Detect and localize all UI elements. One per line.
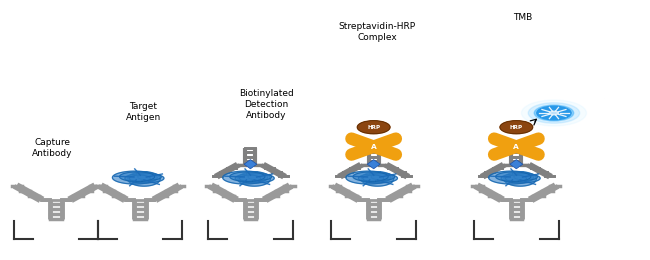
Polygon shape <box>120 172 155 181</box>
Text: A: A <box>370 144 376 150</box>
Polygon shape <box>367 160 380 169</box>
Text: TMB: TMB <box>514 13 532 22</box>
Polygon shape <box>223 171 268 184</box>
Polygon shape <box>489 171 534 184</box>
Polygon shape <box>496 172 531 181</box>
Circle shape <box>521 100 586 126</box>
Text: Target
Antigen: Target Antigen <box>125 102 161 122</box>
Polygon shape <box>230 172 265 181</box>
Polygon shape <box>128 172 160 186</box>
Polygon shape <box>129 175 150 182</box>
Text: A: A <box>514 144 519 150</box>
Polygon shape <box>358 173 397 183</box>
Polygon shape <box>238 172 270 186</box>
Polygon shape <box>501 173 540 183</box>
Polygon shape <box>125 173 164 183</box>
Polygon shape <box>514 174 538 180</box>
Circle shape <box>358 121 390 134</box>
Circle shape <box>528 103 580 123</box>
Text: Biotinylated
Detection
Antibody: Biotinylated Detection Antibody <box>239 89 294 120</box>
Polygon shape <box>504 172 536 186</box>
Polygon shape <box>510 160 523 169</box>
Text: HRP: HRP <box>510 125 523 130</box>
Polygon shape <box>371 174 395 180</box>
Polygon shape <box>346 171 391 184</box>
Polygon shape <box>248 174 272 180</box>
Circle shape <box>549 111 558 115</box>
Text: Streptavidin-HRP
Complex: Streptavidin-HRP Complex <box>339 22 415 42</box>
Polygon shape <box>244 160 257 169</box>
Polygon shape <box>363 175 384 182</box>
Text: HRP: HRP <box>367 125 380 130</box>
Polygon shape <box>506 175 526 182</box>
Polygon shape <box>361 172 394 186</box>
Text: Capture
Antibody: Capture Antibody <box>32 138 73 158</box>
Polygon shape <box>353 172 388 181</box>
Polygon shape <box>235 173 274 183</box>
Polygon shape <box>138 174 161 180</box>
Circle shape <box>500 121 533 134</box>
Circle shape <box>534 105 574 121</box>
Circle shape <box>537 106 571 120</box>
Polygon shape <box>112 171 157 184</box>
Polygon shape <box>240 175 261 182</box>
